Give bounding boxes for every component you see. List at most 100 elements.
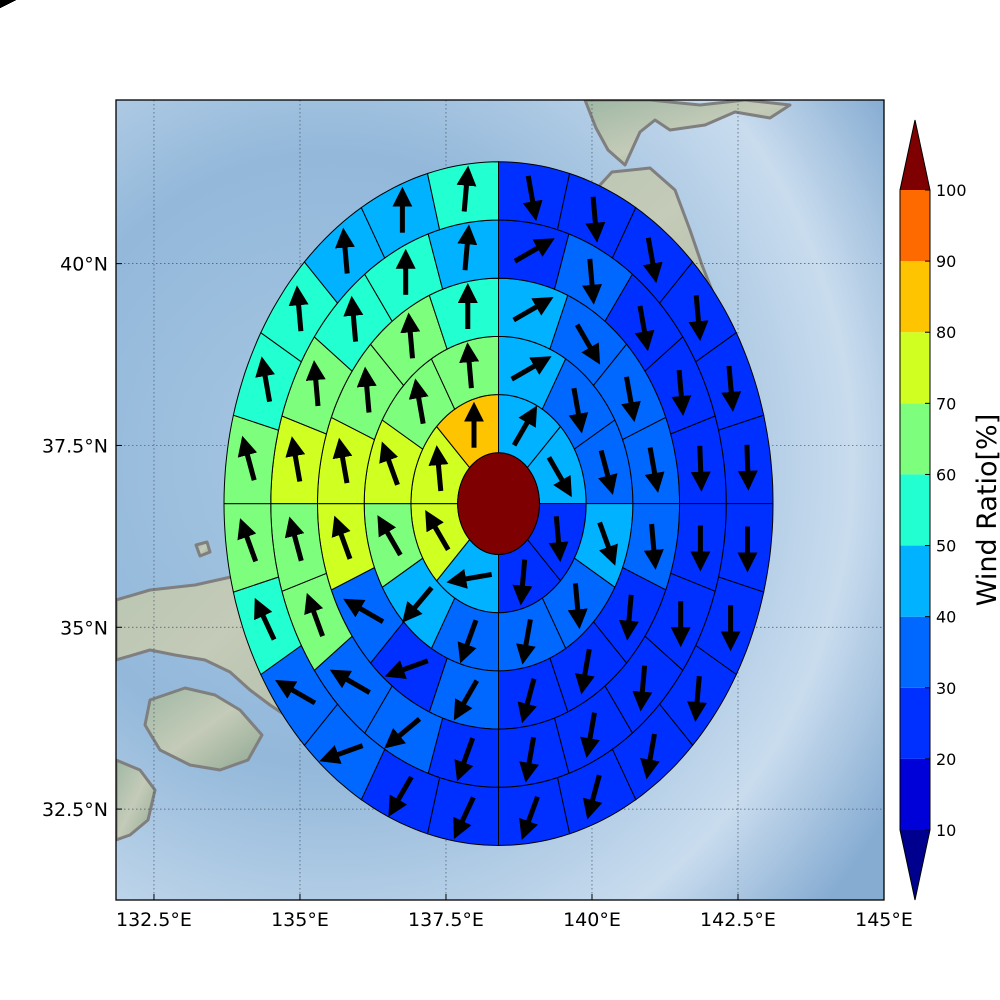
wind-arrow xyxy=(285,436,306,482)
wind-arrow xyxy=(597,521,618,566)
wind-arrow xyxy=(519,795,540,841)
colorbar-segment xyxy=(900,403,930,475)
wind-arrow xyxy=(737,444,758,491)
wind-arrow xyxy=(237,435,258,481)
colorbar: 10 20 30 40 50 60 70 80 90 100 xyxy=(899,119,967,901)
wind-arrow xyxy=(446,569,493,589)
x-tick-label: 137.5°E xyxy=(408,909,484,931)
wind-arrow xyxy=(548,516,569,563)
wind-arrow xyxy=(618,594,639,641)
colorbar-tick-label: 80 xyxy=(936,323,956,342)
wind-arrow xyxy=(512,297,554,323)
wind-arrow xyxy=(356,366,377,413)
colorbar-segment xyxy=(900,616,930,688)
wind-arrow xyxy=(384,658,429,680)
ring-5-sector xyxy=(426,776,499,847)
wind-arrow xyxy=(255,356,275,403)
wind-arrow xyxy=(384,716,422,749)
ring-5-sector xyxy=(426,161,499,231)
wind-arrow xyxy=(288,285,309,332)
wind-ratio-rings xyxy=(223,161,774,847)
x-tick-label: 132.5°E xyxy=(116,909,192,931)
wind-arrow xyxy=(305,360,326,407)
center-disc xyxy=(457,452,540,556)
y-tick-label: 32.5°N xyxy=(42,799,108,821)
wind-arrow xyxy=(582,258,603,305)
wind-arrow xyxy=(632,665,653,712)
wind-arrow xyxy=(284,516,305,562)
wind-arrow xyxy=(580,712,600,759)
wind-arrow xyxy=(519,736,539,783)
wind-arrow xyxy=(319,743,364,764)
colorbar-tick-label: 90 xyxy=(936,252,956,271)
wind-arrow xyxy=(690,445,711,492)
x-axis-ticks: 132.5°E 135°E 137.5°E 140°E 142.5°E 145°E xyxy=(116,894,913,931)
x-tick-label: 145°E xyxy=(855,909,913,931)
x-tick-label: 140°E xyxy=(563,909,621,931)
wind-arrow xyxy=(568,387,589,434)
colorbar-segment xyxy=(900,332,930,404)
colorbar-segment xyxy=(900,190,930,262)
wind-arrow xyxy=(402,585,434,623)
wind-arrow xyxy=(343,598,385,624)
colorbar-tick-label: 40 xyxy=(936,608,956,627)
wind-arrow xyxy=(688,295,709,342)
map-frame xyxy=(115,99,885,901)
wind-arrow xyxy=(574,323,601,365)
wind-arrow xyxy=(510,356,552,382)
wind-arrow xyxy=(634,305,655,352)
wind-arrow xyxy=(621,376,641,423)
wind-arrow xyxy=(640,733,660,780)
wind-arrow xyxy=(457,619,479,664)
wind-arrow xyxy=(512,559,533,606)
wind-arrow xyxy=(582,774,603,820)
wind-arrow xyxy=(400,312,421,359)
colorbar-segment xyxy=(900,261,930,333)
x-tick-label: 142.5°E xyxy=(700,909,776,931)
wind-arrow xyxy=(598,449,618,495)
colorbar-segment xyxy=(900,474,930,546)
wind-arrow xyxy=(585,196,606,243)
land-shikoku xyxy=(143,686,264,772)
colorbar-tick-label: 50 xyxy=(936,537,956,556)
colorbar-tick-label: 30 xyxy=(936,679,956,698)
colorbar-tick-label: 10 xyxy=(936,821,956,840)
wind-arrow xyxy=(574,648,595,695)
wind-arrow xyxy=(343,295,364,342)
colorbar-over-extension xyxy=(900,120,930,190)
y-axis-ticks: 40°N 37.5°N 35°N 32.5°N xyxy=(42,254,122,821)
wind-arrow xyxy=(456,165,477,212)
y-tick-label: 40°N xyxy=(60,254,108,276)
wind-arrow xyxy=(517,678,537,724)
colorbar-segment xyxy=(900,545,930,617)
wind-arrow xyxy=(671,369,692,416)
land-oki xyxy=(194,540,212,558)
land-hokkaido xyxy=(583,100,792,167)
colorbar-under-extension xyxy=(900,830,930,900)
wind-arrow xyxy=(332,437,353,484)
wind-arrow xyxy=(331,515,353,560)
land-kyushu xyxy=(116,758,157,842)
wind-direction-arrows xyxy=(237,165,758,841)
wind-arrow xyxy=(567,583,588,630)
y-tick-label: 37.5°N xyxy=(42,435,108,457)
wind-arrow xyxy=(275,680,317,706)
wind-arrow xyxy=(329,669,371,695)
wind-arrow xyxy=(643,523,664,570)
wind-arrow xyxy=(454,737,476,782)
wind-arrow xyxy=(379,441,400,486)
colorbar-label: Wind Ratio[%] xyxy=(972,414,1000,606)
colorbar-tick-label: 70 xyxy=(936,394,956,413)
ring-5-sector xyxy=(223,414,280,505)
wind-arrow xyxy=(516,618,536,665)
wind-arrow xyxy=(377,515,403,557)
colorbar-tick-label: 20 xyxy=(936,750,956,769)
wind-arrow xyxy=(408,378,429,425)
wind-arrow xyxy=(254,597,277,641)
wind-arrow xyxy=(642,237,663,284)
wind-arrow xyxy=(522,175,543,222)
wind-arrow xyxy=(687,675,708,722)
wind-arrow xyxy=(453,679,479,721)
wind-arrow xyxy=(453,796,476,840)
